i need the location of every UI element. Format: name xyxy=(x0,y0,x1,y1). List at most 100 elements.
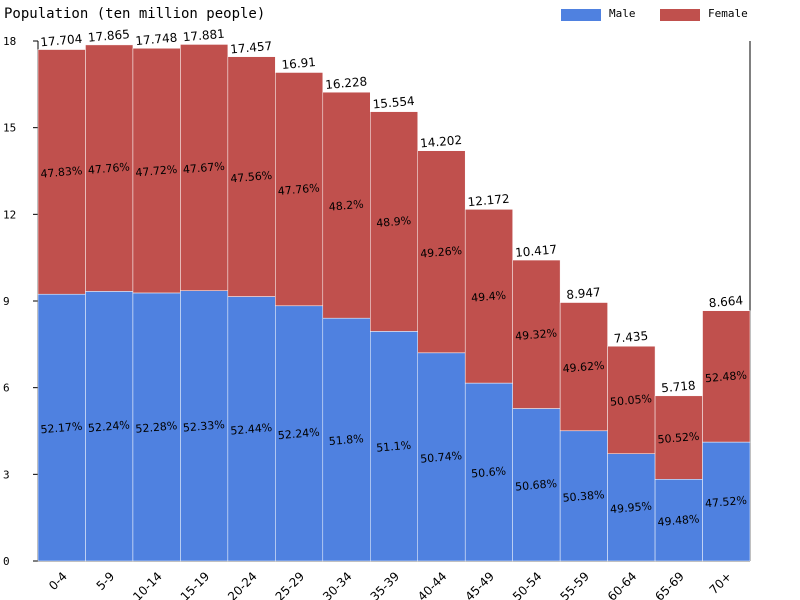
x-tick-label: 15-19 xyxy=(178,569,213,600)
bar-male xyxy=(180,290,229,562)
bar-male xyxy=(275,305,324,562)
female-percent-label: 49.26% xyxy=(420,244,463,261)
female-percent-label: 48.9% xyxy=(376,214,412,230)
male-percent-label: 51.8% xyxy=(328,432,364,448)
bar-female xyxy=(702,310,751,443)
x-tick-label: 40-44 xyxy=(415,569,450,600)
female-percent-label: 48.2% xyxy=(328,198,364,214)
bar-female xyxy=(417,150,466,354)
female-percent-label: 47.56% xyxy=(230,169,273,186)
total-label: 17.748 xyxy=(135,30,178,48)
bar-female xyxy=(132,48,181,294)
x-tick-label: 60-64 xyxy=(605,569,640,600)
x-tick-label: 35-39 xyxy=(368,569,403,600)
total-label: 16.228 xyxy=(325,74,368,92)
bar-female xyxy=(275,72,324,307)
x-tick-label: 55-59 xyxy=(557,569,592,600)
bar-male xyxy=(512,408,561,562)
bar-male xyxy=(417,352,466,562)
bar-female xyxy=(322,91,371,319)
total-label: 17.704 xyxy=(40,32,83,50)
x-tick-label: 0-4 xyxy=(46,569,70,593)
legend-label-female: Female xyxy=(708,7,748,20)
bar-female xyxy=(180,44,229,291)
total-label: 10.417 xyxy=(515,242,558,260)
male-percent-label: 51.1% xyxy=(376,439,412,455)
y-tick-label: 9 xyxy=(3,295,10,308)
female-percent-label: 47.76% xyxy=(87,160,130,177)
y-tick-label: 6 xyxy=(3,382,10,395)
total-label: 17.457 xyxy=(230,39,273,57)
bar-male xyxy=(227,296,276,562)
legend: Male Female xyxy=(561,7,748,21)
male-percent-label: 49.95% xyxy=(610,500,653,517)
legend-swatch-male xyxy=(561,9,601,21)
total-label: 17.865 xyxy=(87,27,130,45)
bar-male xyxy=(464,382,513,562)
bar-female xyxy=(464,209,513,384)
total-label: 14.202 xyxy=(420,133,463,151)
female-percent-label: 47.67% xyxy=(182,160,225,177)
total-label: 17.881 xyxy=(182,27,225,45)
x-tick-label: 25-29 xyxy=(273,569,308,600)
bar-female xyxy=(654,395,703,480)
x-tick-label: 65-69 xyxy=(652,569,687,600)
total-label: 5.718 xyxy=(661,378,696,395)
total-label: 12.172 xyxy=(467,192,510,210)
data-labels: 52.17% 47.83% 17.704 52.24% 47.76% 17.865 52.2… xyxy=(40,27,748,529)
bar-male xyxy=(322,317,371,562)
bar-female xyxy=(512,259,561,409)
bars xyxy=(37,44,751,562)
female-percent-label: 52.48% xyxy=(704,369,747,386)
bar-male xyxy=(85,291,134,562)
female-percent-label: 47.76% xyxy=(277,181,320,198)
bar-male xyxy=(37,293,86,562)
y-tick-label: 0 xyxy=(3,555,10,568)
x-tick-label: 50-54 xyxy=(510,569,545,600)
legend-label-male: Male xyxy=(609,7,636,20)
male-percent-label: 50.74% xyxy=(420,449,463,466)
bar-male xyxy=(702,441,751,562)
male-percent-label: 52.24% xyxy=(277,426,320,443)
male-percent-label: 52.28% xyxy=(135,419,178,436)
bar-male xyxy=(654,479,703,562)
x-tick-label: 20-24 xyxy=(225,569,260,600)
y-tick-label: 18 xyxy=(3,35,16,48)
female-percent-label: 49.32% xyxy=(515,326,558,343)
bar-female xyxy=(559,302,608,432)
total-label: 8.947 xyxy=(566,285,601,302)
x-tick-label: 30-34 xyxy=(320,569,355,600)
bar-male xyxy=(559,430,608,562)
male-percent-label: 52.33% xyxy=(182,418,225,435)
female-percent-label: 49.62% xyxy=(562,359,605,376)
chart-title: Population (ten million people) xyxy=(4,6,265,22)
bar-female xyxy=(85,44,134,292)
bar-male xyxy=(132,292,181,562)
bar-male xyxy=(607,453,656,562)
male-percent-label: 50.68% xyxy=(515,477,558,494)
female-percent-label: 50.05% xyxy=(610,392,653,409)
x-tick-label: 5-9 xyxy=(94,569,118,593)
total-label: 15.554 xyxy=(372,94,415,112)
female-percent-label: 49.4% xyxy=(471,289,507,305)
female-percent-label: 47.83% xyxy=(40,164,83,181)
total-label: 7.435 xyxy=(613,329,648,346)
y-tick-label: 3 xyxy=(3,468,10,481)
x-tick-label: 10-14 xyxy=(130,569,165,600)
male-percent-label: 49.48% xyxy=(657,512,700,529)
bar-female xyxy=(607,345,656,454)
x-tick-label: 45-49 xyxy=(462,569,497,600)
bar-female xyxy=(227,56,276,297)
male-percent-label: 50.38% xyxy=(562,488,605,505)
bar-female xyxy=(37,49,86,295)
male-percent-label: 52.17% xyxy=(40,420,83,437)
legend-swatch-female xyxy=(660,9,700,21)
female-percent-label: 50.52% xyxy=(657,430,700,447)
y-tick-label: 15 xyxy=(3,122,16,135)
male-percent-label: 52.24% xyxy=(87,418,130,435)
bar-female xyxy=(370,111,418,332)
male-percent-label: 47.52% xyxy=(704,494,747,511)
y-tick-label: 12 xyxy=(3,208,16,221)
total-label: 8.664 xyxy=(708,293,743,310)
